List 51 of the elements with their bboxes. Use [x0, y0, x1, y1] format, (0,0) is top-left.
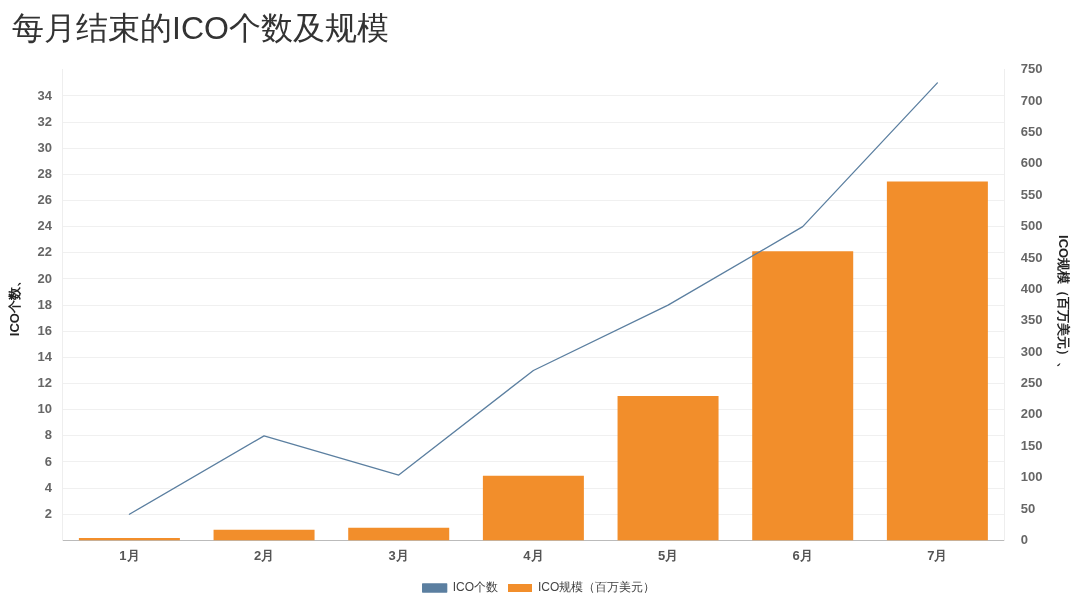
- y2-tick-label: 250: [1020, 375, 1043, 391]
- y-axis-title: ICO个数、: [7, 274, 23, 337]
- y2-tick-label: 50: [1020, 500, 1036, 516]
- legend-label: ICO规模（百万美元）: [538, 580, 656, 595]
- y2-tick-label: 200: [1020, 406, 1043, 422]
- chart-title: 每月结束的ICO个数及规模: [11, 9, 390, 48]
- y2-tick-label: 750: [1020, 61, 1043, 77]
- y-tick-label: 2: [44, 505, 53, 521]
- y2-axis-title: ICO规模（百万美元）、: [1055, 235, 1071, 376]
- y2-tick-label: 150: [1020, 437, 1043, 453]
- y-tick-label: 4: [44, 479, 53, 495]
- y-tick-label: 8: [44, 427, 53, 443]
- y-tick-label: 24: [37, 218, 53, 234]
- y-tick-label: 12: [37, 375, 53, 391]
- y-tick-label: 26: [37, 192, 53, 208]
- y2-tick-label: 700: [1020, 92, 1043, 108]
- x-tick-label: 5月: [657, 547, 679, 563]
- x-tick-label: 6月: [792, 547, 813, 563]
- x-tick-label: 3月: [388, 547, 409, 563]
- y-tick-label: 14: [37, 348, 53, 364]
- bar: [482, 475, 584, 541]
- legend-label: ICO个数: [452, 580, 499, 595]
- y2-tick-label: 350: [1020, 312, 1043, 328]
- x-tick-label: 4月: [523, 547, 544, 563]
- y2-tick-label: 0: [1020, 531, 1028, 547]
- bar: [617, 396, 719, 541]
- y-tick-label: 30: [37, 139, 53, 155]
- y2-tick-label: 500: [1020, 218, 1043, 234]
- bar: [348, 527, 450, 541]
- y2-tick-label: 300: [1020, 343, 1043, 359]
- y-tick-label: 28: [37, 165, 53, 181]
- x-tick-label: 7月: [927, 547, 948, 563]
- x-tick-label: 1月: [119, 547, 140, 563]
- bar: [213, 529, 315, 541]
- y2-tick-label: 400: [1020, 280, 1043, 296]
- y-tick-label: 22: [37, 244, 53, 260]
- y-tick-label: 32: [37, 113, 53, 129]
- y2-tick-label: 450: [1020, 249, 1043, 265]
- y2-tick-label: 550: [1020, 186, 1043, 202]
- y2-tick-label: 650: [1020, 124, 1043, 140]
- bar: [886, 181, 988, 541]
- y2-tick-label: 100: [1020, 469, 1043, 485]
- y-tick-label: 16: [37, 322, 53, 338]
- y-tick-label: 6: [44, 453, 53, 469]
- y-tick-label: 34: [37, 87, 53, 103]
- x-tick-label: 2月: [253, 547, 275, 563]
- y2-tick-label: 600: [1020, 155, 1043, 171]
- bar: [752, 251, 854, 541]
- y-tick-label: 18: [37, 296, 53, 312]
- y-tick-label: 20: [37, 270, 53, 286]
- y-tick-label: 10: [37, 401, 53, 417]
